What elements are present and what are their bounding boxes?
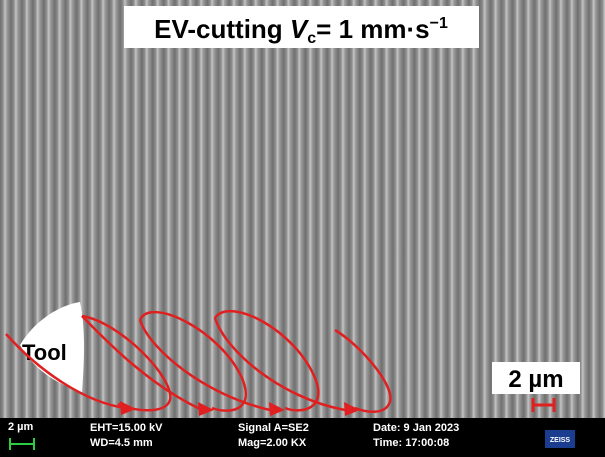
title-symbol: V [290, 14, 310, 44]
micrograph [0, 0, 605, 418]
path-segment [138, 310, 248, 412]
arrowhead [198, 402, 214, 416]
info-time: Time: 17:00:08 [373, 437, 449, 449]
scale-label: 2 µm [508, 366, 563, 393]
info-eht: EHT=15.00 kV [90, 422, 163, 434]
path-segment [138, 319, 271, 412]
tool-shape [20, 302, 84, 392]
path-segment [334, 328, 392, 413]
title-superscript: −1 [430, 15, 448, 32]
logo-box [545, 430, 575, 448]
title-rest: = 1 mm·s [316, 14, 429, 44]
info-signal: Signal A=SE2 [238, 422, 309, 434]
tool-label: Tool [22, 340, 67, 365]
title-prefix: EV-cutting [154, 14, 290, 44]
info-scale-bar [9, 438, 35, 450]
scale-box [492, 362, 580, 394]
path-segment [81, 315, 201, 411]
info-mag: Mag=2.00 KX [238, 437, 307, 449]
tool-path [5, 309, 392, 413]
info-wd: WD=4.5 mm [90, 437, 153, 449]
arrowhead [269, 402, 285, 416]
arrowhead [120, 401, 136, 415]
path-segment [213, 317, 346, 412]
path-segment [213, 309, 320, 412]
info-bar [0, 418, 605, 457]
info-text: 2 µm EHT=15.00 kV WD=4.5 mm Signal A=SE2… [8, 421, 459, 449]
title-subscript: c [307, 30, 316, 47]
info-scale: 2 µm [8, 421, 34, 433]
arrowhead [344, 402, 360, 416]
title-box [124, 6, 479, 48]
scale-bar [531, 398, 556, 412]
logo: ZEISS [550, 437, 571, 444]
title: EV-cutting Vc= 1 mm·s−1 [154, 14, 448, 47]
path-segment [81, 314, 172, 412]
path-segment [5, 333, 126, 410]
info-date: Date: 9 Jan 2023 [373, 422, 459, 434]
arrowheads [120, 401, 360, 416]
